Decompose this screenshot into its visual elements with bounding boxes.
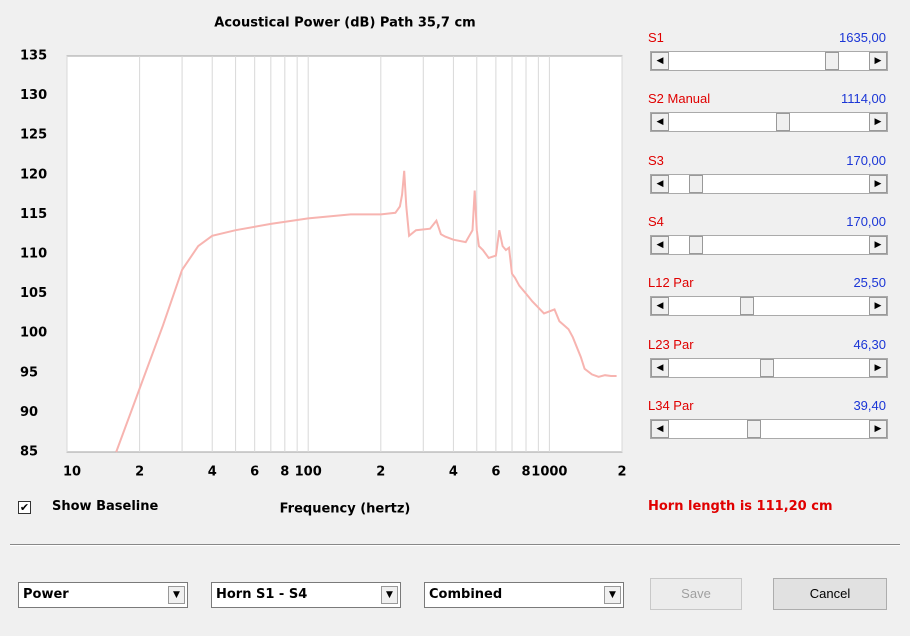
slider-label: S4 — [648, 213, 664, 229]
x-tick-label: 6 — [250, 465, 259, 480]
x-tick-label: 2 — [617, 465, 626, 480]
dropdown[interactable]: Power ▼ — [18, 582, 188, 608]
scroll-left[interactable]: ◀ — [651, 358, 669, 377]
y-tick-label: 105 — [20, 286, 47, 301]
dropdown-text: Combined — [429, 587, 503, 602]
scroll-right[interactable]: ▶ — [869, 297, 887, 316]
y-tick-label: 100 — [20, 326, 47, 341]
scroll-left[interactable]: ◀ — [651, 297, 669, 316]
chart: Acoustical Power (dB) Path 35,7 cm Frequ… — [20, 16, 627, 517]
y-tick-label: 95 — [20, 365, 38, 380]
checkbox-label[interactable]: Show Baseline — [52, 499, 159, 514]
slider-value: 170,00 — [846, 213, 886, 229]
cancel-button[interactable]: Cancel — [773, 578, 887, 610]
scroll-left[interactable]: ◀ — [651, 235, 669, 254]
scrollbar[interactable]: ◀ ▶ — [650, 357, 888, 378]
y-tick-label: 85 — [20, 445, 38, 460]
y-tick-label: 110 — [20, 247, 47, 262]
scroll-left[interactable]: ◀ — [651, 174, 669, 193]
x-tick-label: 10 — [63, 465, 81, 480]
dropdown-text: Horn S1 - S4 — [216, 587, 308, 602]
scroll-right[interactable]: ▶ — [869, 113, 887, 132]
scroll-right[interactable]: ▶ — [869, 235, 887, 254]
slider-value: 170,00 — [846, 152, 886, 168]
separator — [10, 544, 900, 546]
scroll-thumb[interactable] — [740, 297, 754, 316]
dropdown[interactable]: Combined ▼ — [424, 582, 624, 608]
checkbox[interactable]: ✔ — [18, 501, 31, 514]
horn-length: Horn length is 111,20 cm — [648, 499, 833, 514]
scrollbar[interactable]: ◀ ▶ — [650, 418, 888, 439]
scrollbar[interactable]: ◀ ▶ — [650, 296, 888, 317]
scroll-thumb[interactable] — [689, 174, 703, 193]
dropdown-arrow[interactable]: ▼ — [168, 586, 185, 604]
slider-value: 1635,00 — [839, 30, 886, 45]
slider-label: L12 Par — [648, 275, 694, 291]
scrollbar[interactable]: ◀ ▶ — [650, 234, 888, 255]
scroll-right[interactable]: ▶ — [869, 358, 887, 377]
dropdown[interactable]: Horn S1 - S4 ▼ — [211, 582, 401, 608]
x-tick-label: 8 — [521, 465, 530, 480]
scroll-thumb[interactable] — [825, 52, 839, 70]
scroll-left[interactable]: ◀ — [651, 52, 669, 70]
scroll-right[interactable]: ▶ — [869, 174, 887, 193]
plot-area — [66, 55, 623, 453]
scrollbar[interactable]: ◀ ▶ — [650, 112, 888, 133]
slider-value: 39,40 — [853, 397, 886, 413]
slider-value: 46,30 — [853, 336, 886, 352]
slider-value: 25,50 — [853, 275, 886, 291]
scroll-thumb[interactable] — [776, 113, 790, 132]
scroll-right[interactable]: ▶ — [869, 419, 887, 438]
scroll-thumb[interactable] — [760, 358, 774, 377]
slider-label: S2 Manual — [648, 91, 711, 107]
x-tick-label: 8 — [280, 465, 289, 480]
x-tick-label: 4 — [208, 465, 217, 480]
chart-title: Acoustical Power (dB) Path 35,7 cm — [214, 16, 475, 31]
x-tick-label: 6 — [491, 465, 500, 480]
scroll-left[interactable]: ◀ — [651, 113, 669, 132]
y-tick-label: 130 — [20, 88, 47, 103]
slider-label: L23 Par — [648, 336, 694, 352]
x-axis-label: Frequency (hertz) — [280, 502, 411, 517]
x-tick-label: 100 — [295, 465, 322, 480]
scrollbar[interactable]: ◀ ▶ — [650, 173, 888, 194]
scrollbar[interactable]: ◀ ▶ — [650, 51, 888, 71]
slider-value: 1114,00 — [840, 91, 886, 107]
slider-label: S1 — [648, 30, 664, 45]
scroll-right[interactable]: ▶ — [869, 52, 887, 70]
y-tick-label: 135 — [20, 49, 47, 64]
scroll-thumb[interactable] — [689, 235, 703, 254]
y-tick-label: 120 — [20, 167, 47, 182]
dropdown-arrow[interactable]: ▼ — [381, 586, 398, 604]
scroll-left[interactable]: ◀ — [651, 419, 669, 438]
x-tick-label: 1000 — [531, 465, 567, 480]
x-tick-label: 2 — [376, 465, 385, 480]
data-line — [115, 170, 617, 453]
scroll-thumb[interactable] — [747, 419, 761, 438]
y-tick-label: 115 — [20, 207, 47, 222]
x-tick-label: 4 — [449, 465, 458, 480]
slider-label: S3 — [648, 152, 664, 168]
y-tick-label: 90 — [20, 405, 38, 420]
y-tick-label: 125 — [20, 128, 47, 143]
x-tick-label: 2 — [135, 465, 144, 480]
slider-label: L34 Par — [648, 397, 694, 413]
dropdown-arrow[interactable]: ▼ — [604, 586, 621, 604]
dropdown-text: Power — [23, 587, 69, 602]
save-button[interactable]: Save — [650, 578, 742, 610]
